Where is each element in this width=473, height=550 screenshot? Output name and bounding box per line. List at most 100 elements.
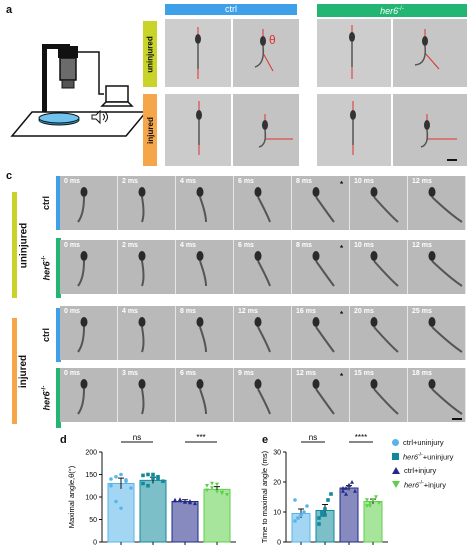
data-point (341, 486, 345, 490)
data-point (293, 519, 297, 523)
legend-marker-icon (392, 481, 400, 489)
chart-d-maximal-angle: 0 50 100 150 200 Maximal angle,θ(°) ns *** (67, 433, 236, 547)
legend-item: her6-/-+injury (392, 480, 446, 490)
data-point (317, 522, 321, 526)
data-point (114, 499, 118, 504)
y-tick-label: 20 (273, 480, 281, 487)
data-point (350, 480, 354, 484)
bar (139, 479, 167, 543)
data-point (156, 477, 160, 481)
data-point (365, 498, 369, 502)
y-tick-label: 30 (273, 450, 281, 457)
significance-label: **** (355, 433, 367, 442)
bar (107, 483, 135, 543)
y-axis-label: Time to maximal angle (ms) (260, 450, 269, 543)
y-tick-label: 0 (277, 540, 281, 547)
row-bar-ctrl-uninjured (56, 176, 61, 230)
data-point (368, 504, 372, 508)
data-point (374, 495, 378, 499)
data-point (156, 474, 160, 479)
data-point (146, 483, 150, 488)
data-point (220, 491, 224, 496)
y-tick-label: 150 (85, 472, 97, 479)
data-point (225, 492, 229, 497)
data-point (215, 482, 219, 487)
y-tick-label: 200 (85, 450, 97, 457)
data-point (353, 489, 357, 493)
data-point (296, 516, 300, 520)
legend-item: her6-/-+uninjury (392, 452, 453, 462)
legend-marker-icon (392, 467, 400, 474)
data-point (377, 501, 381, 505)
theta-label: θ (269, 33, 276, 47)
data-point (344, 486, 348, 490)
data-point (215, 489, 219, 494)
data-point (210, 486, 214, 490)
star-marker: * (340, 372, 344, 381)
row-label-ctrl-injured: ctrl (40, 327, 51, 343)
panel-label-c: c (6, 170, 13, 182)
scale-bar (452, 418, 462, 420)
legend-label: ctrl+uninjury (403, 438, 444, 447)
data-point (205, 488, 209, 493)
data-point (371, 498, 375, 502)
data-point (320, 513, 324, 517)
chart-e-time-to-max-angle: 0 10 20 30 Time to maximal angle (ms) ns **** (260, 433, 388, 547)
sequence-row-her6-injured: 0 ms 3 ms 6 ms 9 ms 12 ms 15 ms 18 ms * (60, 368, 466, 422)
panel-label-d: d (60, 434, 67, 446)
data-point (210, 481, 214, 486)
data-point (183, 499, 187, 504)
data-point (129, 486, 133, 490)
data-point (114, 474, 118, 479)
data-point (146, 472, 150, 477)
data-point (299, 513, 303, 517)
data-point (329, 492, 333, 496)
bar (203, 488, 231, 543)
y-tick-label: 10 (273, 510, 281, 517)
legend-label: her6-/-+uninjury (403, 452, 454, 462)
legend-marker-icon (392, 439, 399, 446)
sequence-row-ctrl-uninjured: 0 ms 2 ms 4 ms 6 ms 8 ms 10 ms 12 ms * (60, 176, 466, 230)
data-point (178, 497, 182, 502)
data-point (141, 481, 145, 486)
data-point (323, 513, 327, 517)
row-label-her6-uninjured: her6-/- (41, 255, 51, 281)
data-point (141, 473, 145, 478)
data-point (124, 478, 128, 482)
data-point (151, 472, 155, 477)
data-point (293, 498, 297, 502)
data-point (320, 510, 324, 514)
star-marker: * (340, 244, 344, 253)
row-bar-ctrl-injured (56, 308, 61, 362)
column-header-ctrl: ctrl (165, 4, 297, 15)
row-label-ctrl-uninjured: ctrl (40, 195, 51, 211)
bar (339, 487, 359, 543)
y-axis-label: Maximal angle,θ(°) (67, 465, 76, 528)
data-point (317, 516, 321, 520)
data-point (151, 476, 155, 480)
panel-b-micrographs (165, 19, 467, 166)
row-label-injured: injured (143, 94, 157, 166)
data-point (347, 483, 351, 487)
y-tick-label: 50 (89, 517, 97, 524)
data-point (205, 483, 209, 488)
group-bar-uninjured (12, 192, 17, 298)
row-label-uninjured: uninjured (143, 21, 157, 87)
row-bar-her6-injured (56, 368, 61, 428)
data-point (188, 499, 192, 503)
legend: ctrl+uninjury her6-/-+uninjury ctrl+injury… (392, 438, 472, 508)
data-point (326, 498, 330, 502)
sequence-row-ctrl-injured: 0 ms 4 ms 8 ms 12 ms 16 ms 20 ms 25 ms * (60, 306, 466, 360)
data-point (341, 489, 345, 493)
panel-label-a: a (6, 4, 13, 16)
significance-label: *** (196, 433, 205, 442)
data-point (119, 472, 123, 477)
significance-label: ns (309, 433, 317, 442)
star-marker: * (340, 180, 344, 189)
significance-label: ns (133, 433, 141, 442)
data-point (161, 479, 165, 484)
legend-label: her6-/-+injury (404, 480, 447, 490)
legend-item: ctrl+injury (392, 466, 436, 475)
data-point (365, 504, 369, 508)
legend-marker-icon (392, 453, 399, 461)
